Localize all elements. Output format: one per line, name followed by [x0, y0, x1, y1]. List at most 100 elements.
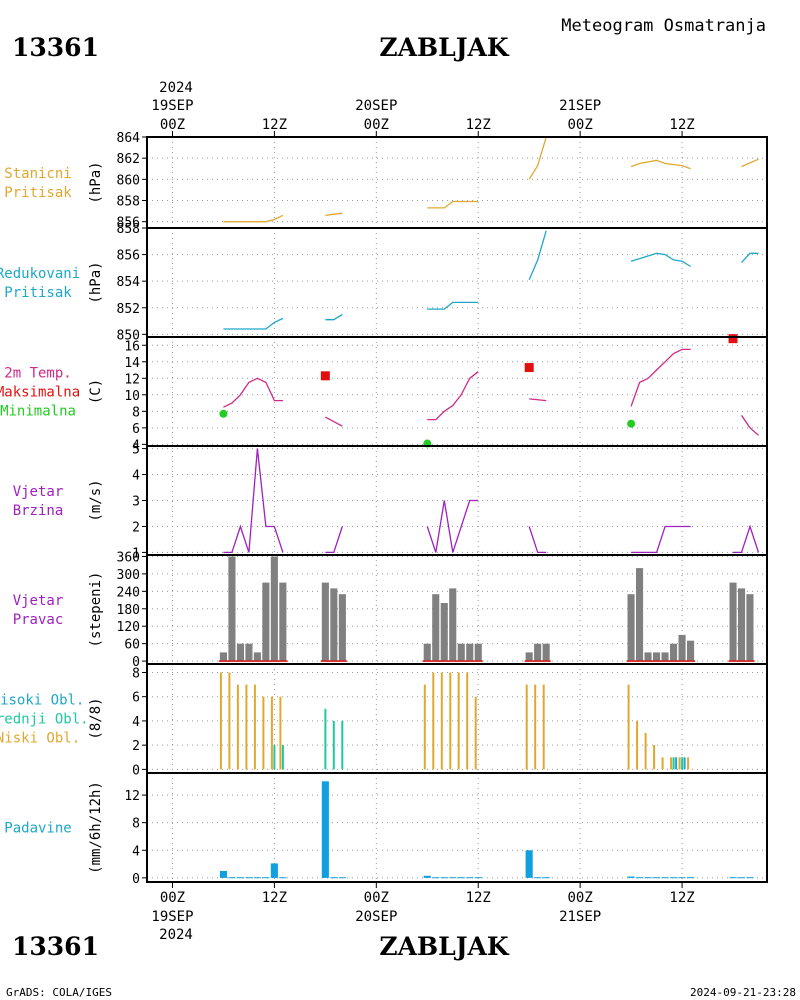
panel-label-6-0: Padavine [4, 821, 71, 837]
line-0-0-0 [223, 214, 284, 223]
bar-5-0-3 [245, 684, 248, 770]
max-temp-point-1 [524, 363, 534, 373]
bar-6-0-0 [219, 871, 227, 878]
bar-4-0-26 [670, 643, 678, 662]
footer-timestamp: 2024-09-21-23:28 [690, 986, 796, 999]
bar-6-0-1 [228, 877, 236, 879]
bar-6-0-18 [525, 850, 533, 878]
bar-6-0-20 [542, 877, 550, 879]
bar-4-0-16 [466, 643, 474, 662]
bar-5-2-0 [675, 757, 678, 770]
bar-6-0-19 [534, 877, 542, 879]
ytick-label-0-4: 864 [117, 131, 141, 146]
max-temp-point-0 [320, 371, 330, 381]
bar-6-0-21 [627, 876, 635, 878]
bar-4-0-3 [245, 643, 253, 662]
ytick-label-4-1: 60 [124, 638, 140, 653]
top-axis-year: 2024 [159, 80, 193, 96]
line-0-0-1 [325, 212, 343, 216]
ytick-label-1-4: 858 [117, 222, 140, 237]
bottom-date-label-0: 19SEP [151, 909, 193, 925]
ytick-label-2-0: 4 [132, 438, 140, 453]
bar-5-0-13 [466, 672, 469, 770]
panel-label-1-0: Redukovani [0, 266, 80, 282]
ytick-label-3-2: 3 [132, 495, 140, 510]
panel-label-2-1: Maksimalna [0, 385, 80, 401]
line-3-0-0 [223, 448, 284, 554]
ytick-label-0-3: 862 [117, 152, 140, 167]
bar-4-0-18 [525, 652, 533, 662]
bar-6-0-2 [236, 877, 244, 879]
unit-label-4: (stepeni) [88, 572, 104, 648]
top-time-label-4: 00Z [568, 117, 593, 133]
line-3-0-3 [528, 526, 547, 554]
ytick-label-3-3: 4 [132, 469, 140, 484]
bar-4-0-2 [236, 643, 244, 662]
ytick-label-5-3: 6 [132, 691, 140, 706]
panel-label-5-2: Niski Obl. [0, 731, 80, 747]
ytick-label-2-5: 14 [124, 356, 140, 371]
ytick-label-4-5: 300 [117, 568, 140, 583]
bar-6-0-14 [449, 877, 457, 879]
ytick-label-4-3: 180 [117, 603, 140, 618]
bar-4-0-20 [542, 643, 550, 662]
bar-6-0-16 [466, 877, 474, 879]
bar-5-0-18 [627, 684, 630, 770]
bar-6-0-4 [253, 877, 261, 879]
ytick-label-2-3: 10 [124, 389, 140, 404]
bar-6-0-22 [636, 877, 644, 879]
panel-1: 850 852 854 856 858 Redukovani Pritisak (hPa) [0, 222, 768, 343]
bottom-axis-year: 2024 [159, 927, 193, 943]
ytick-label-5-1: 2 [132, 739, 140, 754]
chart-subtitle: Meteogram Osmatranja [561, 16, 766, 36]
bar-5-0-24 [678, 757, 681, 770]
bar-4-0-11 [423, 643, 431, 662]
panel-frame-1 [146, 227, 768, 338]
panel-label-0-1: Pritisak [4, 185, 72, 201]
ytick-label-0-0: 856 [117, 216, 140, 231]
bar-6-0-31 [746, 877, 754, 879]
bottom-date-label-2: 20SEP [355, 909, 397, 925]
bar-5-0-20 [644, 733, 647, 770]
bar-6-0-28 [687, 877, 695, 879]
bar-5-0-10 [440, 672, 443, 770]
bar-4-0-17 [474, 643, 482, 662]
panel-frame-6 [146, 772, 768, 883]
ytick-label-3-0: 1 [132, 546, 140, 561]
bottom-time-label-1: 12Z [262, 890, 287, 906]
bar-4-0-27 [678, 634, 686, 662]
bar-5-0-8 [423, 684, 426, 770]
top-time-label-0: 00Z [160, 117, 185, 133]
line-1-0-1 [325, 313, 343, 321]
min-temp-point-2 [627, 419, 636, 428]
bar-6-0-6 [270, 863, 278, 878]
bar-5-0-0 [219, 672, 222, 770]
panel-label-5-0: Visoki Obl. [0, 693, 84, 709]
panel-frame-5 [146, 663, 768, 774]
line-0-0-2 [427, 200, 479, 209]
line-0-0-5 [741, 158, 759, 168]
panel-4: 0 60 120 180 240 300 360 Vjetar Pravac (stepeni) [13, 550, 768, 670]
top-time-label-3: 12Z [466, 117, 491, 133]
panel-label-5-1: Srednji Obl. [0, 712, 89, 728]
unit-label-5: (8/8) [88, 697, 104, 739]
line-0-0-4 [630, 159, 691, 170]
ytick-label-6-0: 0 [132, 872, 140, 887]
top-date-label-2: 20SEP [355, 98, 397, 114]
bar-4-0-13 [440, 603, 448, 662]
ytick-label-6-2: 8 [132, 817, 140, 832]
bar-6-0-3 [245, 877, 253, 879]
bar-4-0-28 [687, 640, 695, 661]
panel-label-0-0: Stanicni [4, 166, 71, 182]
bar-4-0-30 [738, 588, 746, 662]
bar-5-1-0 [273, 745, 276, 770]
bar-5-0-12 [457, 672, 460, 770]
line-3-0-1 [325, 526, 343, 554]
top-date-label-0: 19SEP [151, 98, 193, 114]
bar-6-0-15 [457, 877, 465, 879]
ytick-label-1-2: 854 [117, 275, 141, 290]
line-2-0-1 [325, 416, 343, 427]
panel-frame-0 [146, 136, 768, 229]
bar-4-0-9 [330, 588, 338, 662]
